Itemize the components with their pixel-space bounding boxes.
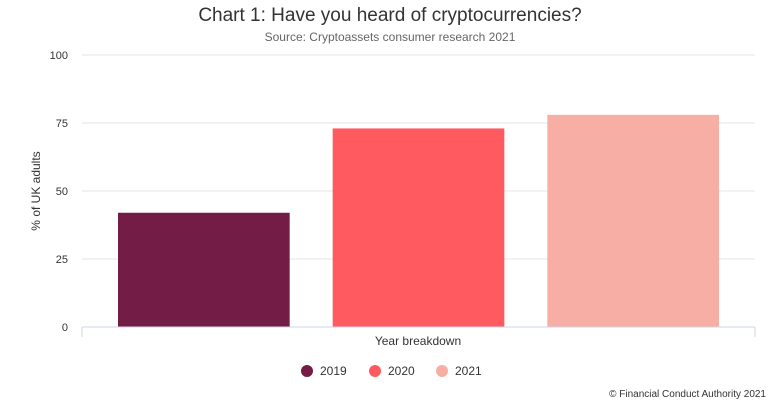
legend-marker-2020 [369, 365, 381, 377]
bar-2021[interactable] [547, 114, 719, 327]
y-tick-label: 0 [62, 322, 68, 334]
legend-marker-2019 [301, 365, 313, 377]
bar-2020[interactable] [332, 128, 505, 327]
y-tick-label: 75 [56, 118, 68, 130]
x-axis-title: Year breakdown [375, 334, 461, 348]
bar-2019[interactable] [118, 212, 290, 327]
y-axis-ticks: 0 25 50 75 100 [50, 50, 68, 334]
legend: 2019 2020 2021 [301, 364, 482, 378]
y-tick-label: 100 [50, 50, 68, 62]
y-axis-title: % of UK adults [29, 151, 43, 230]
chart-credit: © Financial Conduct Authority 2021 [609, 389, 766, 400]
y-tick-label: 50 [56, 186, 68, 198]
chart-title: Chart 1: Have you heard of cryptocurrenc… [198, 5, 581, 26]
legend-label-2021[interactable]: 2021 [455, 364, 482, 378]
legend-label-2019[interactable]: 2019 [320, 364, 347, 378]
y-tick-label: 25 [56, 254, 68, 266]
chart-subtitle: Source: Cryptoassets consumer research 2… [265, 30, 516, 44]
bars [118, 114, 719, 327]
legend-label-2020[interactable]: 2020 [388, 364, 415, 378]
legend-marker-2021 [436, 365, 448, 377]
